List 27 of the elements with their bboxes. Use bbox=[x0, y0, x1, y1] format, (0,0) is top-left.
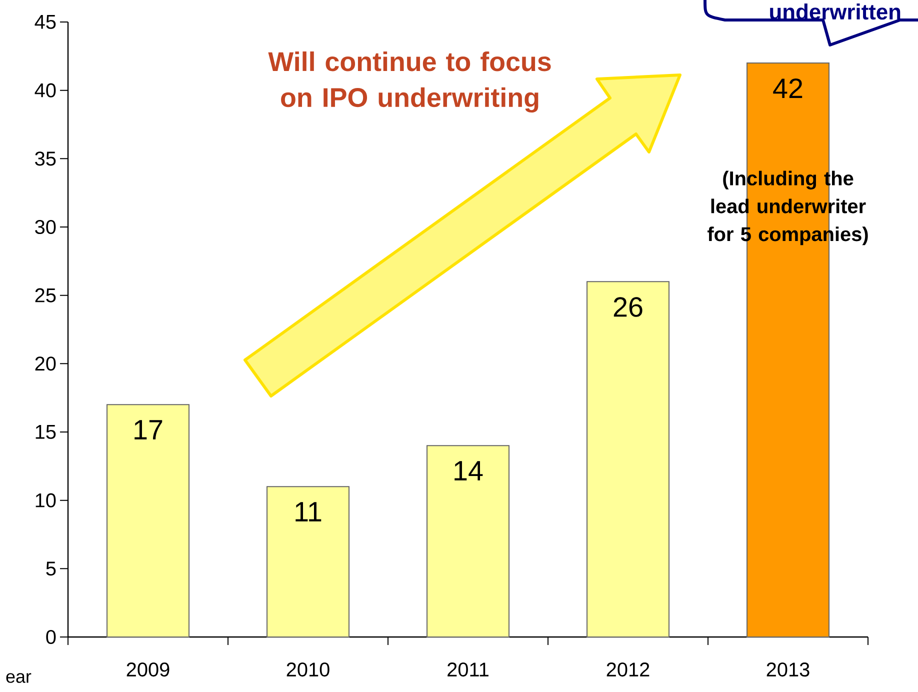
bar bbox=[266, 486, 350, 638]
x-tick-label: 2011 bbox=[448, 662, 488, 677]
y-tick-label: 15 bbox=[36, 425, 56, 439]
y-tick-label: 30 bbox=[35, 220, 56, 234]
y-tick-label: 40 bbox=[34, 83, 56, 98]
x-tick-label: 2013 bbox=[766, 662, 810, 677]
x-tick-label: 2009 bbox=[126, 662, 170, 677]
x-tick-label: 2010 bbox=[286, 662, 330, 677]
annotation: Will continue to focus on IPO underwriting bbox=[268, 51, 551, 113]
x-axis-title: ear bbox=[6, 673, 32, 683]
data-label: 14 bbox=[454, 461, 483, 480]
bar bbox=[586, 281, 670, 638]
bar bbox=[426, 445, 510, 638]
y-tick-label: 45 bbox=[34, 15, 56, 29]
y-tick-label: 0 bbox=[46, 630, 56, 644]
x-tick-label: 2012 bbox=[606, 662, 650, 677]
data-label: 42 bbox=[773, 78, 802, 98]
data-label: 17 bbox=[134, 420, 162, 440]
y-tick-label: 10 bbox=[36, 493, 56, 508]
y-tick-label: 20 bbox=[35, 356, 56, 371]
text: underwritten bbox=[770, 4, 900, 20]
bar bbox=[106, 404, 190, 638]
data-label: 11 bbox=[296, 502, 322, 522]
y-tick-label: 5 bbox=[46, 562, 56, 576]
data-label: 26 bbox=[614, 297, 642, 317]
y-tick-label: 35 bbox=[35, 152, 56, 166]
y-tick-label: 25 bbox=[35, 288, 56, 302]
